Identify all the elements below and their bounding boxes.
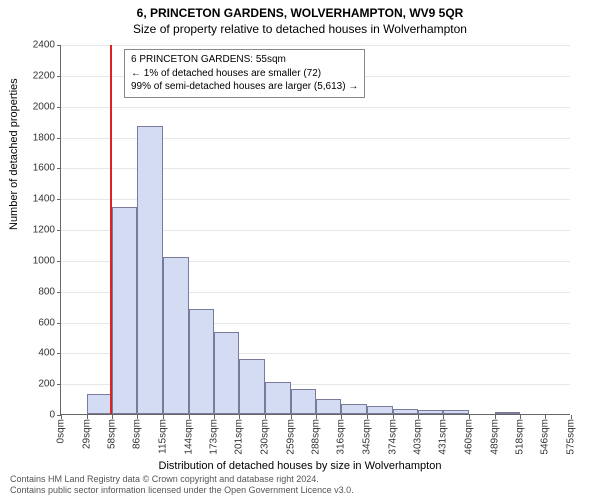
ytick-mark [57, 384, 61, 385]
xtick-label: 345sqm [362, 419, 373, 455]
grid-line [61, 45, 570, 46]
footer-line-2: Contains public sector information licen… [10, 485, 354, 496]
ytick-mark [57, 199, 61, 200]
ytick-label: 400 [25, 348, 55, 359]
histogram-bar [112, 207, 137, 414]
ytick-mark [57, 168, 61, 169]
histogram-bar [214, 332, 239, 414]
x-axis-label: Distribution of detached houses by size … [0, 460, 600, 472]
xtick-label: 86sqm [132, 419, 143, 449]
grid-line [61, 107, 570, 108]
xtick-label: 431sqm [438, 419, 449, 455]
histogram-bar [393, 409, 419, 414]
xtick-label: 58sqm [107, 419, 118, 449]
ytick-label: 1800 [25, 132, 55, 143]
property-marker-line [110, 45, 112, 414]
plot-region: 0200400600800100012001400160018002000220… [60, 45, 570, 415]
xtick-label: 259sqm [285, 419, 296, 455]
xtick-label: 173sqm [209, 419, 220, 455]
histogram-bar [291, 389, 317, 414]
histogram-bar [316, 399, 341, 414]
ytick-mark [57, 230, 61, 231]
ytick-mark [57, 76, 61, 77]
xtick-label: 288sqm [311, 419, 322, 455]
ytick-label: 1400 [25, 194, 55, 205]
xtick-label: 144sqm [183, 419, 194, 455]
ytick-label: 2200 [25, 70, 55, 81]
ytick-mark [57, 138, 61, 139]
ytick-label: 200 [25, 379, 55, 390]
histogram-bar [189, 309, 215, 414]
xtick-label: 518sqm [515, 419, 526, 455]
ytick-label: 0 [25, 410, 55, 421]
xtick-label: 460sqm [464, 419, 475, 455]
histogram-bar [341, 404, 367, 414]
ytick-label: 1600 [25, 163, 55, 174]
histogram-bar [163, 257, 189, 414]
info-line-3: 99% of semi-detached houses are larger (… [131, 80, 358, 94]
info-line-1: 6 PRINCETON GARDENS: 55sqm [131, 53, 358, 67]
xtick-label: 115sqm [158, 419, 169, 454]
histogram-bar [137, 126, 163, 414]
histogram-bar [87, 394, 113, 414]
xtick-label: 403sqm [413, 419, 424, 455]
ytick-label: 600 [25, 317, 55, 328]
histogram-bar [443, 410, 469, 414]
xtick-label: 230sqm [260, 419, 271, 455]
footer-line-1: Contains HM Land Registry data © Crown c… [10, 474, 354, 485]
footer-attribution: Contains HM Land Registry data © Crown c… [10, 474, 354, 496]
ytick-mark [57, 292, 61, 293]
ytick-mark [57, 323, 61, 324]
ytick-label: 1200 [25, 225, 55, 236]
xtick-label: 489sqm [489, 419, 500, 455]
chart-container: 6, PRINCETON GARDENS, WOLVERHAMPTON, WV9… [0, 0, 600, 500]
histogram-bar [239, 359, 265, 414]
ytick-mark [57, 45, 61, 46]
ytick-label: 1000 [25, 255, 55, 266]
xtick-label: 0sqm [56, 419, 67, 443]
xtick-label: 374sqm [387, 419, 398, 455]
xtick-label: 29sqm [81, 419, 92, 449]
info-line-2: ← 1% of detached houses are smaller (72) [131, 67, 358, 81]
info-box: 6 PRINCETON GARDENS: 55sqm ← 1% of detac… [124, 49, 365, 98]
histogram-bar [367, 406, 393, 414]
ytick-mark [57, 261, 61, 262]
xtick-label: 546sqm [540, 419, 551, 455]
histogram-bar [418, 410, 443, 414]
y-axis-label: Number of detached properties [8, 78, 20, 230]
xtick-label: 201sqm [234, 419, 245, 455]
chart-area: 0200400600800100012001400160018002000220… [60, 45, 570, 415]
histogram-bar [265, 382, 291, 414]
page-subtitle: Size of property relative to detached ho… [0, 20, 600, 36]
ytick-label: 2000 [25, 101, 55, 112]
histogram-bar [495, 412, 521, 414]
ytick-label: 800 [25, 286, 55, 297]
page-title: 6, PRINCETON GARDENS, WOLVERHAMPTON, WV9… [0, 0, 600, 20]
ytick-label: 2400 [25, 40, 55, 51]
xtick-label: 575sqm [566, 419, 577, 455]
ytick-mark [57, 353, 61, 354]
xtick-label: 316sqm [336, 419, 347, 455]
ytick-mark [57, 107, 61, 108]
